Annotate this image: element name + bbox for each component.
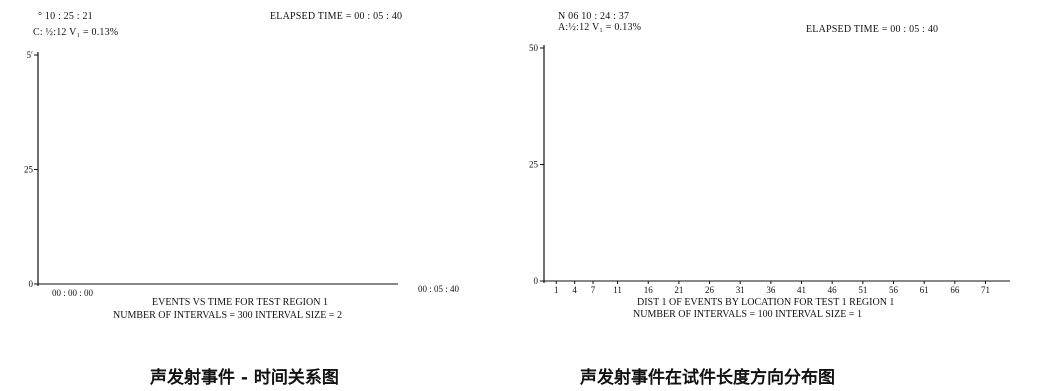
right-x-tick-label: 41 bbox=[797, 285, 806, 295]
right-header-elapsed: ELAPSED TIME = 00 : 05 : 40 bbox=[806, 24, 939, 35]
right-x-tick-label: 71 bbox=[981, 285, 990, 295]
left-y-tick-label: 25 bbox=[24, 165, 34, 175]
right-x-tick-label: 1 bbox=[554, 285, 559, 295]
right-x-tick-label: 16 bbox=[644, 285, 654, 295]
right-x-tick-label: 21 bbox=[674, 285, 683, 295]
right-chart-svg: 50 25 0 1 4 7 11 16 21 26 31 36 41 46 51 56 61 66 71 bbox=[510, 0, 1010, 295]
right-y-tick-label: 0 bbox=[534, 276, 539, 286]
right-y-tick-label: 50 bbox=[529, 43, 539, 53]
right-footer-intervals: NUMBER OF INTERVALS = 100 INTERVAL SIZE … bbox=[633, 309, 862, 320]
right-x-tick-label: 31 bbox=[736, 285, 745, 295]
left-footer-title: EVENTS VS TIME FOR TEST REGION 1 bbox=[152, 297, 328, 308]
left-header-params: C: ½:12 V₁ = 0.13% bbox=[33, 27, 119, 38]
left-chart-svg: 5′ 25 0 00 : 00 : 00 00 : 05 : 40 bbox=[0, 0, 460, 298]
right-x-tick-label: 7 bbox=[591, 285, 596, 295]
left-footer-intervals: NUMBER OF INTERVALS = 300 INTERVAL SIZE … bbox=[113, 310, 342, 321]
right-x-tick-label: 36 bbox=[766, 285, 776, 295]
right-header-time: N 06 10 : 24 : 37 bbox=[558, 11, 630, 22]
left-header-elapsed: ELAPSED TIME = 00 : 05 : 40 bbox=[270, 11, 403, 22]
right-x-tick-label: 56 bbox=[889, 285, 899, 295]
right-x-tick-label: 11 bbox=[613, 285, 622, 295]
right-x-tick-label: 46 bbox=[828, 285, 838, 295]
left-y-tick-label: 0 bbox=[29, 279, 34, 289]
right-x-tick-label: 66 bbox=[950, 285, 960, 295]
chart-right-panel: N 06 10 : 24 : 37 A:½:12 V₁ = 0.13% ELAP… bbox=[510, 0, 1037, 330]
left-header-time: ° 10 : 25 : 21 bbox=[38, 11, 93, 22]
right-x-tick-label: 51 bbox=[858, 285, 867, 295]
left-x-end-label: 00 : 05 : 40 bbox=[418, 284, 460, 294]
right-caption: 声发射事件在试件长度方向分布图 bbox=[580, 368, 835, 388]
right-x-tick-label: 61 bbox=[920, 285, 929, 295]
right-x-tick-label: 26 bbox=[705, 285, 715, 295]
right-header-params: A:½:12 V₁ = 0.13% bbox=[558, 22, 642, 33]
left-y-tick-label: 5′ bbox=[27, 50, 34, 60]
left-caption: 声发射事件 - 时间关系图 bbox=[150, 368, 339, 388]
right-y-tick-label: 25 bbox=[529, 160, 539, 170]
left-x-start-label: 00 : 00 : 00 bbox=[52, 288, 94, 298]
right-footer-title: DIST 1 OF EVENTS BY LOCATION FOR TEST 1 … bbox=[637, 297, 895, 308]
chart-left-panel: ° 10 : 25 : 21 C: ½:12 V₁ = 0.13% ELAPSE… bbox=[0, 0, 510, 330]
right-x-tick-label: 4 bbox=[572, 285, 577, 295]
